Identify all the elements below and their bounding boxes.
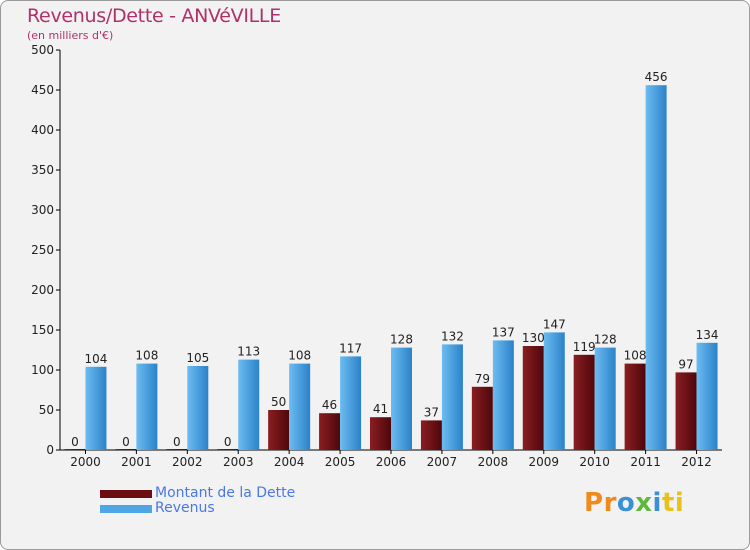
- bar-debt: [166, 449, 188, 450]
- legend-label-revenue: Revenus: [155, 500, 215, 516]
- bar-revenue: [289, 363, 311, 450]
- bar-revenue: [441, 344, 463, 450]
- x-tick-label: 2003: [223, 455, 254, 469]
- bar-debt: [115, 449, 137, 450]
- bar-revenue: [594, 347, 616, 450]
- data-label-debt: 97: [678, 357, 693, 371]
- x-tick-label: 2001: [121, 455, 152, 469]
- data-label-debt: 0: [122, 435, 130, 449]
- data-label-revenue: 147: [543, 317, 566, 331]
- x-tick-label: 2004: [274, 455, 305, 469]
- x-tick-label: 2007: [427, 455, 458, 469]
- y-tick-label: 300: [31, 203, 54, 217]
- y-tick-label: 0: [46, 443, 54, 457]
- bar-revenue: [645, 85, 667, 450]
- y-tick-label: 450: [31, 83, 54, 97]
- bar-debt: [624, 363, 646, 450]
- data-label-revenue: 137: [492, 325, 515, 339]
- data-label-revenue: 105: [186, 351, 209, 365]
- y-tick-label: 100: [31, 363, 54, 377]
- x-tick-label: 2011: [630, 455, 661, 469]
- bar-debt: [217, 449, 239, 450]
- bar-revenue: [391, 347, 412, 450]
- bar-revenue: [187, 366, 209, 450]
- bar-debt: [268, 410, 290, 450]
- bar-debt: [370, 417, 391, 450]
- data-label-debt: 46: [322, 398, 337, 412]
- data-label-revenue: 113: [237, 345, 260, 359]
- x-tick-label: 2010: [579, 455, 610, 469]
- proxiti-logo: Proxiti: [584, 488, 685, 518]
- data-label-debt: 79: [475, 372, 490, 386]
- chart-title: Revenus/Dette - ANVéVILLE: [27, 5, 281, 27]
- bar-revenue: [238, 359, 260, 450]
- bar-revenue: [340, 356, 362, 450]
- x-tick-label: 2002: [172, 455, 203, 469]
- legend-label-debt: Montant de la Dette: [155, 485, 296, 501]
- data-label-debt: 0: [173, 435, 181, 449]
- data-label-debt: 119: [573, 340, 596, 354]
- data-label-debt: 37: [424, 405, 439, 419]
- data-label-revenue: 108: [288, 349, 311, 363]
- x-tick-label: 2006: [376, 455, 407, 469]
- y-tick-label: 150: [31, 323, 54, 337]
- data-label-debt: 130: [522, 331, 545, 345]
- y-tick-label: 500: [31, 43, 54, 57]
- data-label-debt: 108: [624, 349, 647, 363]
- y-tick-label: 350: [31, 163, 54, 177]
- data-label-debt: 0: [71, 435, 79, 449]
- bar-revenue: [85, 366, 107, 450]
- y-tick-label: 250: [31, 243, 54, 257]
- bar-debt: [471, 386, 493, 450]
- data-label-revenue: 128: [594, 333, 617, 347]
- data-label-debt: 41: [373, 402, 388, 416]
- bar-debt: [420, 420, 442, 450]
- x-tick-label: 2008: [478, 455, 509, 469]
- x-tick-label: 2012: [681, 455, 712, 469]
- bar-revenue: [136, 363, 158, 450]
- y-tick-label: 400: [31, 123, 54, 137]
- bar-debt: [675, 372, 697, 450]
- bar-debt: [319, 413, 341, 450]
- data-label-debt: 50: [271, 395, 286, 409]
- bar-revenue: [543, 332, 565, 450]
- x-tick-label: 2005: [325, 455, 356, 469]
- data-label-revenue: 132: [441, 329, 464, 343]
- y-tick-label: 50: [39, 403, 54, 417]
- data-label-revenue: 128: [390, 333, 413, 347]
- bar-revenue: [492, 340, 514, 450]
- data-label-revenue: 117: [339, 341, 362, 355]
- data-label-revenue: 108: [135, 349, 158, 363]
- data-label-revenue: 456: [645, 70, 668, 84]
- y-tick-label: 200: [31, 283, 54, 297]
- bar-revenue: [696, 342, 718, 450]
- chart-subtitle: (en milliers d'€): [27, 29, 114, 42]
- legend-swatch-debt: [100, 490, 152, 498]
- bar-debt: [64, 449, 86, 450]
- x-tick-label: 2009: [528, 455, 559, 469]
- bar-debt: [522, 346, 544, 450]
- data-label-revenue: 104: [85, 352, 108, 366]
- bar-debt: [573, 354, 595, 450]
- data-label-debt: 0: [224, 435, 232, 449]
- data-label-revenue: 134: [696, 328, 719, 342]
- legend-swatch-revenue: [100, 505, 152, 513]
- x-tick-label: 2000: [70, 455, 101, 469]
